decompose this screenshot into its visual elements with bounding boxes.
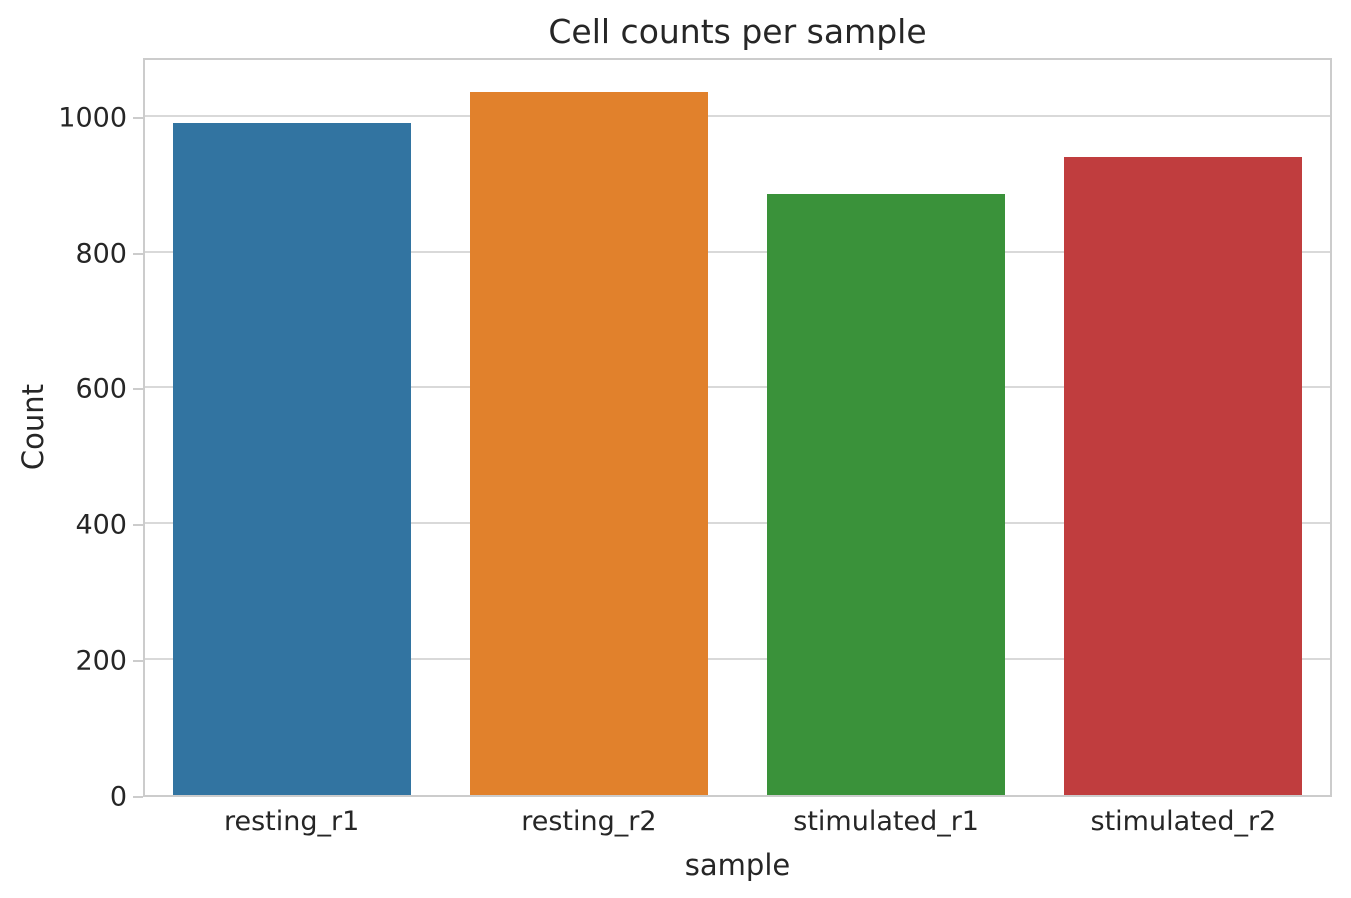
y-tick-label-1000: 1000: [58, 102, 127, 134]
bar-stimulated_r2: [1064, 156, 1303, 795]
gridline-y-600: [145, 386, 1330, 389]
gridline-y-400: [145, 522, 1330, 525]
y-tick-mark-200: [133, 660, 143, 663]
y-tick-mark-1000: [133, 116, 143, 119]
y-tick-label-400: 400: [75, 509, 127, 541]
y-tick-mark-800: [133, 252, 143, 255]
bar-stimulated_r1: [767, 193, 1006, 795]
x-tick-label-stimulated_r2: stimulated_r2: [1090, 806, 1277, 837]
bar-resting_r2: [469, 92, 708, 795]
y-tick-label-200: 200: [75, 645, 127, 677]
x-tick-label-stimulated_r1: stimulated_r1: [793, 806, 979, 837]
gridline-y-800: [145, 250, 1330, 253]
y-tick-label-800: 800: [75, 238, 127, 270]
y-tick-mark-400: [133, 524, 143, 527]
y-tick-mark-600: [133, 388, 143, 391]
gridline-y-1000: [145, 114, 1330, 117]
y-tick-mark-0: [133, 796, 143, 798]
gridline-y-200: [145, 658, 1330, 661]
y-tick-label-0: 0: [109, 781, 127, 813]
x-axis-label: sample: [684, 848, 791, 882]
x-tick-label-resting_r2: resting_r2: [521, 806, 657, 837]
bar-resting_r1: [172, 122, 411, 795]
y-tick-label-600: 600: [75, 373, 127, 405]
plot-area: [143, 58, 1332, 797]
chart-title: Cell counts per sample: [548, 12, 927, 51]
y-axis-label: Count: [16, 383, 50, 471]
x-tick-label-resting_r1: resting_r1: [223, 806, 360, 837]
